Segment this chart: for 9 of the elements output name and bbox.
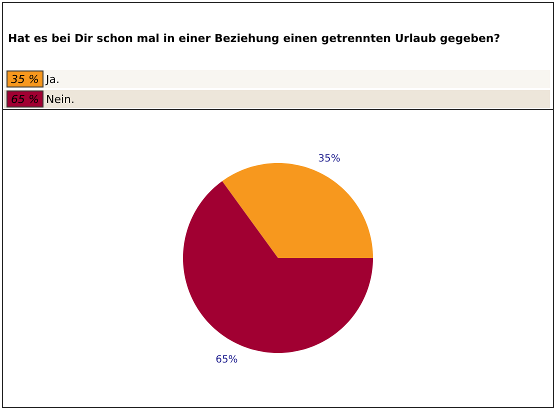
pie-slice bbox=[183, 181, 373, 353]
chart-title: Hat es bei Dir schon mal in einer Beziehung einen getrennten Urlaub gegeben? bbox=[8, 32, 500, 45]
legend-label: Ja. bbox=[45, 73, 60, 86]
data-label: 35% bbox=[318, 153, 340, 164]
text: 65 % bbox=[11, 93, 39, 106]
pie-slice bbox=[222, 163, 373, 258]
data-label: 65% bbox=[216, 354, 238, 366]
legend-label: Nein. bbox=[46, 93, 75, 106]
text: 35 % bbox=[11, 73, 39, 86]
